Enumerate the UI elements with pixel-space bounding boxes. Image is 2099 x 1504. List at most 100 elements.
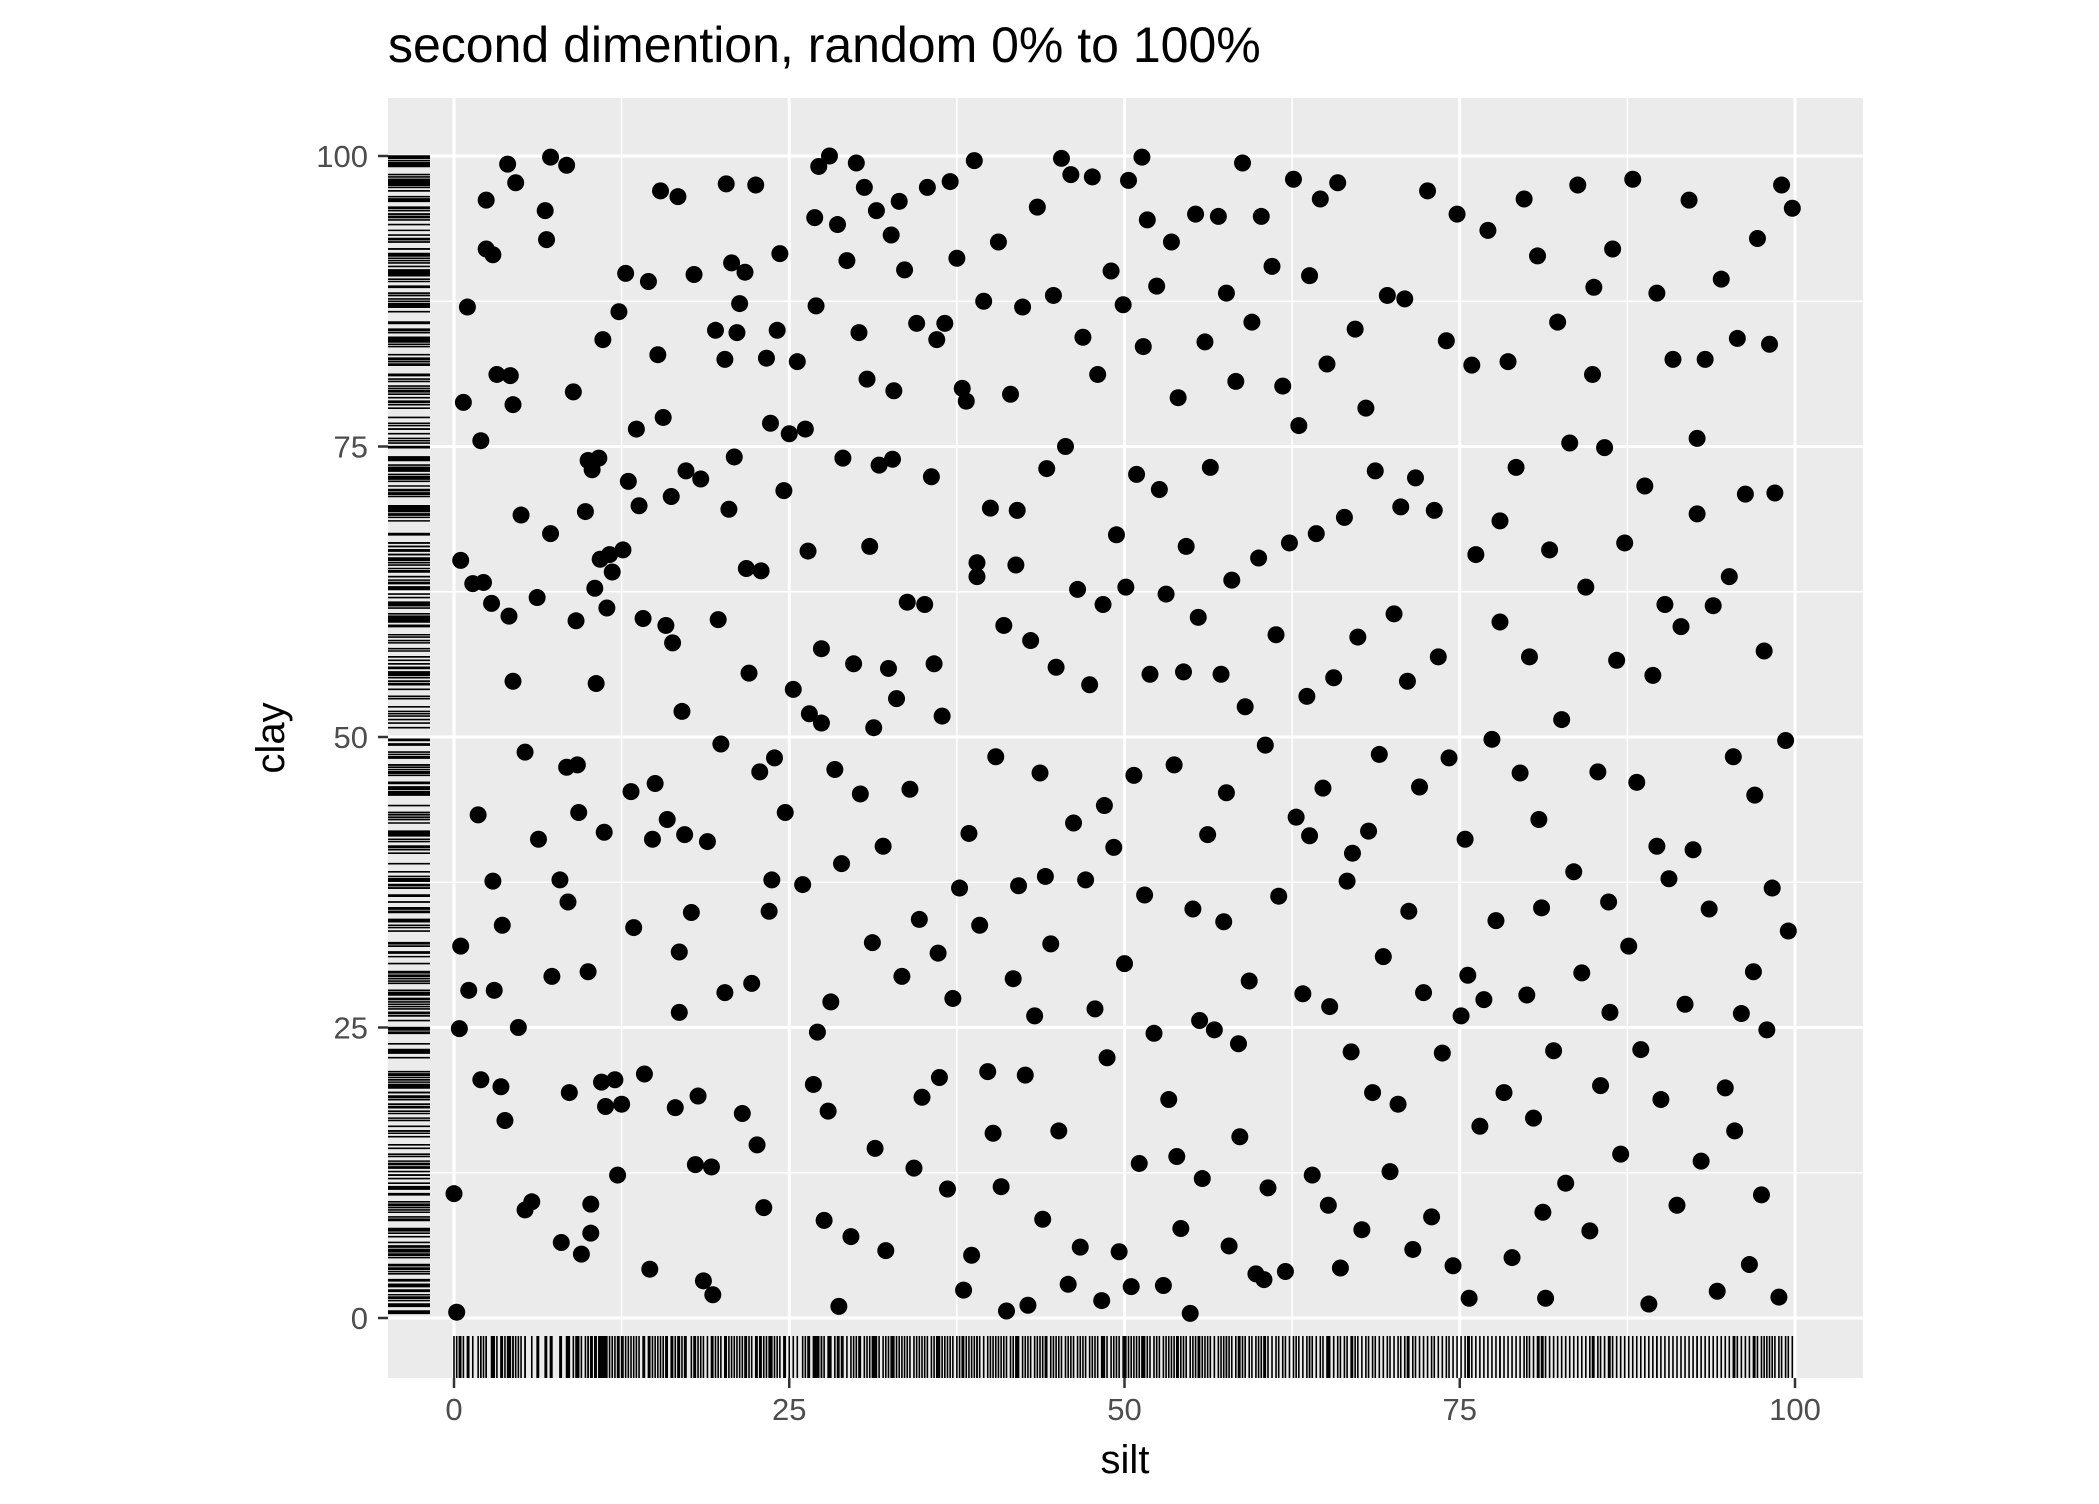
data-point <box>1169 389 1187 407</box>
data-point <box>509 1019 527 1036</box>
data-point <box>716 350 734 368</box>
data-point <box>1199 826 1217 844</box>
data-point <box>1259 1179 1277 1197</box>
data-point <box>747 176 765 194</box>
data-point <box>1740 1256 1758 1274</box>
data-point <box>1758 1021 1776 1039</box>
data-point <box>1773 176 1791 194</box>
data-point <box>1357 399 1375 417</box>
data-point <box>925 655 943 673</box>
data-point <box>1321 998 1339 1016</box>
data-point <box>570 804 588 822</box>
data-point <box>736 263 754 281</box>
data-point <box>1172 1220 1190 1238</box>
data-point <box>810 157 828 175</box>
data-point <box>542 148 560 166</box>
data-point <box>865 719 883 737</box>
data-point <box>709 611 727 629</box>
data-point <box>1175 663 1193 681</box>
x-tick-label: 0 <box>445 1392 462 1427</box>
data-point <box>1177 537 1195 555</box>
data-point <box>1541 541 1559 559</box>
data-point <box>551 871 569 889</box>
data-point <box>1491 613 1509 631</box>
data-point <box>1604 240 1622 258</box>
data-point <box>579 963 597 981</box>
data-point <box>796 420 814 438</box>
data-point <box>1105 838 1123 856</box>
data-point <box>1342 1043 1360 1061</box>
data-point <box>1181 1304 1199 1322</box>
data-point <box>469 806 487 824</box>
data-point <box>1460 1289 1478 1307</box>
data-point <box>1459 966 1477 984</box>
data-point <box>625 919 643 937</box>
data-point <box>916 596 934 614</box>
data-point <box>1165 756 1183 774</box>
data-point <box>643 830 661 848</box>
data-point <box>1114 296 1132 314</box>
data-point <box>1162 233 1180 251</box>
data-point <box>1120 171 1138 189</box>
data-point <box>1437 332 1455 350</box>
data-point <box>1652 1091 1670 1109</box>
data-point <box>1134 338 1152 356</box>
data-point <box>893 967 911 985</box>
data-point <box>649 346 667 364</box>
data-point <box>1036 867 1054 885</box>
data-point <box>908 314 926 332</box>
data-point <box>496 1111 514 1129</box>
data-point <box>1117 578 1135 596</box>
data-point <box>1116 955 1133 973</box>
data-point <box>686 1156 704 1174</box>
data-point <box>826 761 844 779</box>
data-point <box>1052 149 1070 167</box>
data-point <box>979 1063 997 1081</box>
data-point <box>806 209 824 227</box>
data-point <box>1561 434 1579 452</box>
data-point <box>1525 1109 1543 1127</box>
data-point <box>682 903 700 921</box>
data-point <box>833 855 851 873</box>
data-point <box>706 321 724 339</box>
data-point <box>1227 372 1245 390</box>
data-point <box>941 173 959 191</box>
data-point <box>582 1224 600 1242</box>
data-point <box>1688 505 1706 523</box>
data-point <box>1353 1221 1371 1239</box>
data-point <box>1511 764 1529 782</box>
data-point <box>788 353 806 371</box>
data-point <box>829 216 847 234</box>
data-point <box>484 872 502 890</box>
data-point <box>492 1078 510 1096</box>
data-point <box>867 202 885 220</box>
data-point <box>965 152 983 170</box>
data-point <box>458 298 476 316</box>
data-point <box>760 902 778 920</box>
data-point <box>590 449 608 467</box>
data-point <box>1148 277 1166 295</box>
data-point <box>842 1228 860 1246</box>
data-point <box>1077 871 1095 889</box>
data-point <box>884 450 902 468</box>
data-point <box>1400 902 1418 920</box>
data-point <box>1396 290 1414 308</box>
data-point <box>1136 886 1154 904</box>
data-point <box>454 393 472 411</box>
data-point <box>1648 837 1666 855</box>
data-point <box>780 425 798 443</box>
data-point <box>913 1088 931 1106</box>
data-point <box>1349 628 1367 646</box>
data-point <box>593 1073 611 1091</box>
data-point <box>984 1124 1002 1142</box>
data-point <box>597 1098 615 1116</box>
data-point <box>676 826 694 844</box>
data-point <box>606 1071 624 1089</box>
data-point <box>657 616 675 634</box>
data-point <box>918 178 936 196</box>
data-point <box>1026 1007 1044 1025</box>
data-point <box>1549 313 1567 331</box>
data-point <box>1676 995 1694 1013</box>
data-point <box>1475 991 1493 1009</box>
data-point <box>477 191 495 209</box>
